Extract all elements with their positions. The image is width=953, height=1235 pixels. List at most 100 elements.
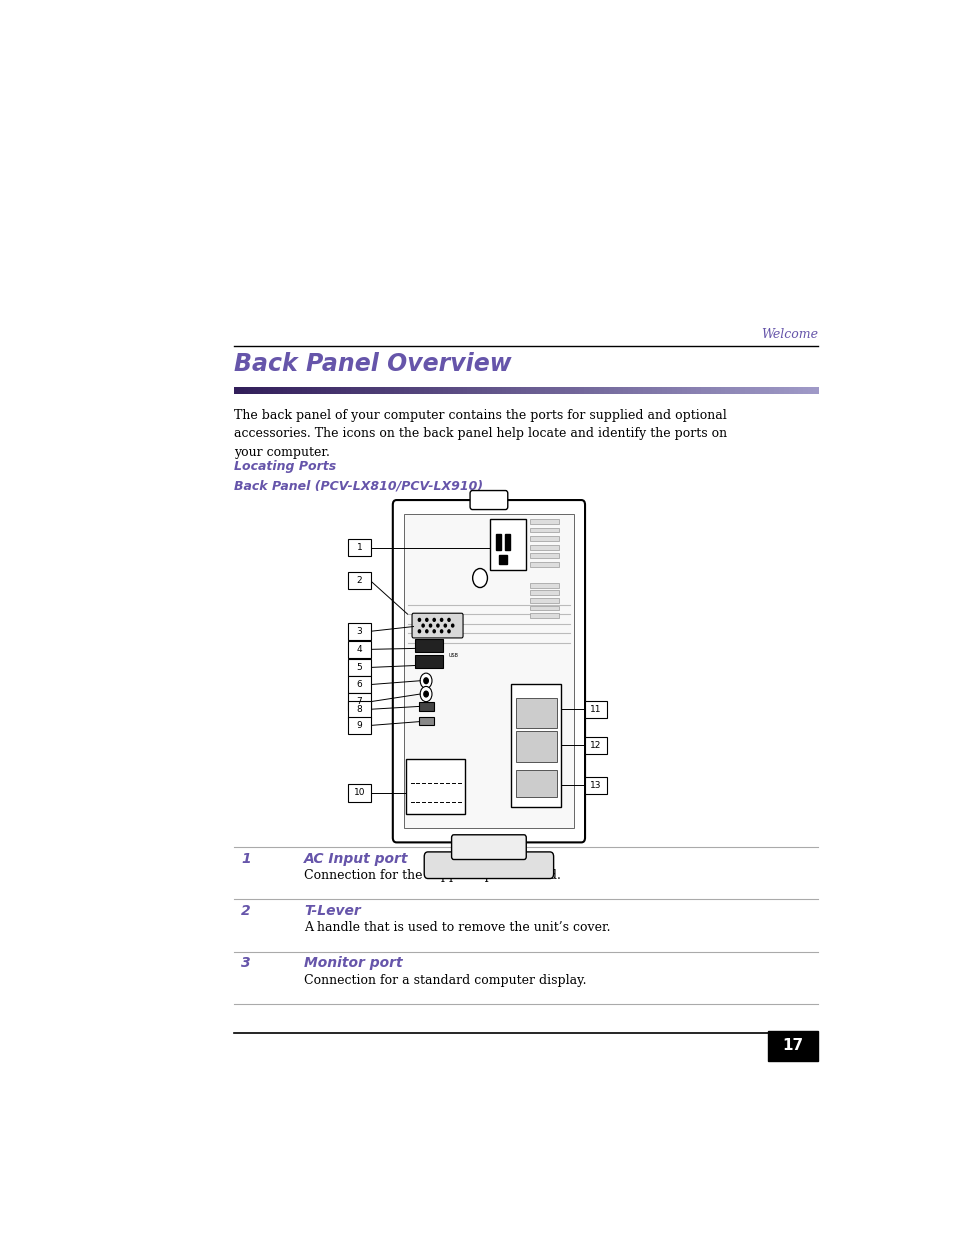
Bar [428,387,434,394]
Bar [481,387,487,394]
Bar [638,387,642,394]
Circle shape [436,624,438,627]
Bar [613,387,618,394]
Circle shape [447,630,450,632]
Bar [302,387,307,394]
Text: 2: 2 [356,577,362,585]
Bar [529,598,558,603]
Bar [744,387,750,394]
Bar [423,387,429,394]
Bar [584,777,607,794]
Bar [763,387,769,394]
Bar [720,387,725,394]
Bar [735,387,740,394]
Bar [686,387,691,394]
Bar [312,387,317,394]
Bar [710,387,716,394]
Bar [788,387,794,394]
Bar [462,387,468,394]
Bar [419,701,434,711]
Bar [529,553,558,558]
Circle shape [425,619,428,621]
Bar [564,387,570,394]
Text: 3: 3 [356,627,362,636]
Bar [724,387,730,394]
Bar [379,387,385,394]
Bar [529,545,558,550]
Text: 17: 17 [781,1039,802,1053]
Bar [248,387,253,394]
Bar [365,387,371,394]
Bar [754,387,760,394]
Bar [773,387,779,394]
Text: 6: 6 [356,680,362,689]
Circle shape [447,619,450,621]
Bar [740,387,745,394]
Bar [661,387,667,394]
Bar [403,514,574,829]
Bar [348,693,371,710]
Bar [415,638,442,652]
Bar [783,387,789,394]
Bar [348,716,371,734]
Bar [511,684,560,808]
Bar [700,387,706,394]
Bar [355,387,361,394]
Bar [399,387,404,394]
Bar [618,387,623,394]
Bar [583,387,589,394]
Bar [671,387,677,394]
Bar [529,562,558,567]
Bar [448,387,453,394]
Bar [730,387,735,394]
Bar [453,387,458,394]
Text: 9: 9 [356,721,362,730]
Bar [545,387,551,394]
Bar [530,387,536,394]
Bar [307,387,313,394]
Bar [608,387,614,394]
Bar [594,387,599,394]
Bar [486,387,492,394]
Bar [415,655,442,668]
Bar [529,605,558,610]
Circle shape [429,624,431,627]
Bar [525,387,531,394]
Text: 3: 3 [241,956,251,971]
Bar [263,387,269,394]
Bar [292,387,297,394]
Text: The back panel of your computer contains the ports for supplied and optional
acc: The back panel of your computer contains… [233,409,726,458]
Bar [550,387,556,394]
Text: Locating Ports: Locating Ports [233,461,335,473]
Bar [238,387,244,394]
Bar [273,387,278,394]
Bar [348,700,371,718]
Bar [348,784,371,802]
Bar [666,387,672,394]
Bar [759,387,764,394]
Bar [529,527,558,532]
Bar [793,387,799,394]
Bar [798,387,803,394]
Bar [578,387,584,394]
Bar [749,387,755,394]
Bar [657,387,662,394]
Text: A handle that is used to remove the unit’s cover.: A handle that is used to remove the unit… [304,921,610,935]
Text: 1: 1 [356,543,362,552]
Circle shape [419,673,432,688]
Text: USB: USB [448,653,457,658]
Bar [802,387,808,394]
Bar [467,387,473,394]
Text: Connection for the supplied power cord.: Connection for the supplied power cord. [304,869,560,882]
Bar [812,387,818,394]
Bar [647,387,653,394]
Bar [258,387,264,394]
Bar [498,556,507,563]
Bar [348,622,371,640]
Bar [598,387,604,394]
Bar [389,387,395,394]
Bar [406,758,465,814]
Bar [414,387,419,394]
Bar [340,387,346,394]
Circle shape [433,630,435,632]
